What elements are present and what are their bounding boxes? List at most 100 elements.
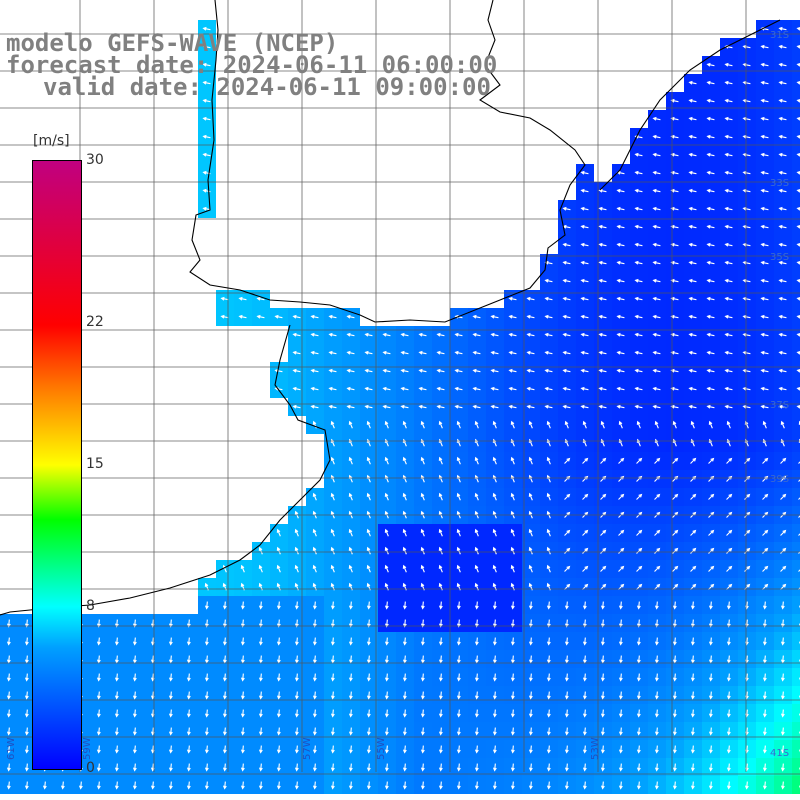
- wind-arrow: [708, 745, 713, 754]
- wind-arrow: [330, 745, 335, 754]
- wind-arrow: [562, 278, 571, 283]
- wind-arrow: [654, 745, 659, 754]
- wind-arrow: [652, 350, 661, 355]
- wind-arrow: [258, 619, 263, 628]
- wind-arrow: [670, 332, 679, 337]
- wind-arrow: [616, 278, 625, 283]
- wind-arrow: [330, 781, 335, 790]
- colorbar-tick-label: 8: [86, 597, 95, 614]
- wind-arrow: [294, 546, 299, 555]
- wind-arrow: [382, 368, 391, 373]
- wind-arrow: [400, 332, 409, 337]
- wind-arrow: [418, 368, 427, 373]
- wind-arrow: [760, 134, 769, 139]
- wind-arrow: [346, 332, 355, 337]
- wind-arrow: [652, 134, 661, 139]
- wind-arrow: [382, 350, 391, 355]
- wind-arrow: [742, 350, 751, 355]
- wind-arrow: [618, 709, 623, 718]
- wind-arrow: [418, 386, 427, 391]
- wind-arrow: [42, 781, 47, 790]
- wind-arrow: [510, 781, 515, 790]
- wind-arrow: [438, 420, 443, 429]
- wind-arrow: [24, 763, 29, 772]
- wind-arrow: [670, 134, 679, 139]
- wind-arrow: [780, 691, 785, 700]
- wind-arrow: [456, 655, 461, 664]
- wind-arrow: [762, 673, 767, 682]
- wind-arrow: [454, 332, 463, 337]
- wind-arrow: [724, 206, 733, 211]
- wind-arrow: [24, 655, 29, 664]
- wind-arrow: [312, 546, 317, 555]
- wind-arrow: [240, 763, 245, 772]
- wind-arrow: [688, 152, 697, 157]
- wind-arrow: [528, 492, 533, 501]
- wind-arrow: [636, 691, 641, 700]
- wind-arrow: [472, 314, 481, 319]
- wind-arrow: [564, 493, 571, 500]
- wind-arrow: [240, 655, 245, 664]
- wind-arrow: [582, 601, 587, 610]
- wind-arrow: [400, 368, 409, 373]
- wind-arrow: [294, 673, 299, 682]
- wind-arrow: [528, 420, 533, 429]
- wind-arrow: [258, 601, 263, 610]
- wind-arrow: [796, 350, 800, 355]
- wind-arrow: [742, 404, 751, 409]
- wind-arrow: [670, 278, 679, 283]
- wind-arrow: [508, 314, 517, 319]
- wind-arrow: [616, 314, 625, 319]
- wind-arrow: [636, 637, 641, 646]
- wind-arrow: [654, 637, 659, 646]
- wind-arrow: [454, 386, 463, 391]
- wind-arrow: [456, 492, 461, 501]
- wind-arrow: [96, 655, 101, 664]
- wind-arrow: [690, 727, 695, 736]
- wind-arrow: [580, 278, 589, 283]
- wind-arrow: [348, 673, 353, 682]
- wind-arrow: [6, 763, 11, 772]
- wind-arrow: [636, 547, 643, 554]
- wind-arrow: [778, 350, 787, 355]
- wind-arrow: [384, 546, 389, 555]
- wind-cell: [792, 128, 800, 146]
- wind-arrow: [618, 691, 623, 700]
- wind-arrow: [96, 781, 101, 790]
- wind-cell: [792, 290, 800, 308]
- wind-arrow: [672, 727, 677, 736]
- wind-arrow: [780, 763, 785, 772]
- wind-arrow: [600, 493, 607, 500]
- latitude-label: 41S: [770, 748, 789, 759]
- wind-arrow: [6, 673, 11, 682]
- wind-arrow: [780, 475, 787, 482]
- wind-arrow: [726, 763, 731, 772]
- wind-arrow: [564, 691, 569, 700]
- wind-arrow: [670, 116, 679, 121]
- wind-arrow: [580, 368, 589, 373]
- wind-arrow: [348, 528, 353, 537]
- wind-arrow: [672, 547, 679, 554]
- wind-arrow: [634, 260, 643, 265]
- wind-arrow: [726, 547, 733, 554]
- wind-arrow: [744, 457, 751, 464]
- wind-arrow: [474, 528, 479, 537]
- wind-arrow: [582, 420, 587, 429]
- wind-arrow: [778, 386, 787, 391]
- wind-arrow: [564, 565, 571, 572]
- wind-arrow: [114, 655, 119, 664]
- wind-arrow: [492, 420, 497, 429]
- wind-arrow: [706, 278, 715, 283]
- wind-arrow: [670, 404, 679, 409]
- wind-arrow: [688, 260, 697, 265]
- wind-arrow: [546, 763, 551, 772]
- wind-arrow: [600, 781, 605, 790]
- wind-arrow: [456, 528, 461, 537]
- wind-arrow: [706, 134, 715, 139]
- wind-arrow: [562, 404, 571, 409]
- wind-arrow: [796, 134, 800, 139]
- wind-arrow: [636, 727, 641, 736]
- wind-arrow: [688, 278, 697, 283]
- wind-arrow: [652, 278, 661, 283]
- wind-arrow: [292, 386, 301, 391]
